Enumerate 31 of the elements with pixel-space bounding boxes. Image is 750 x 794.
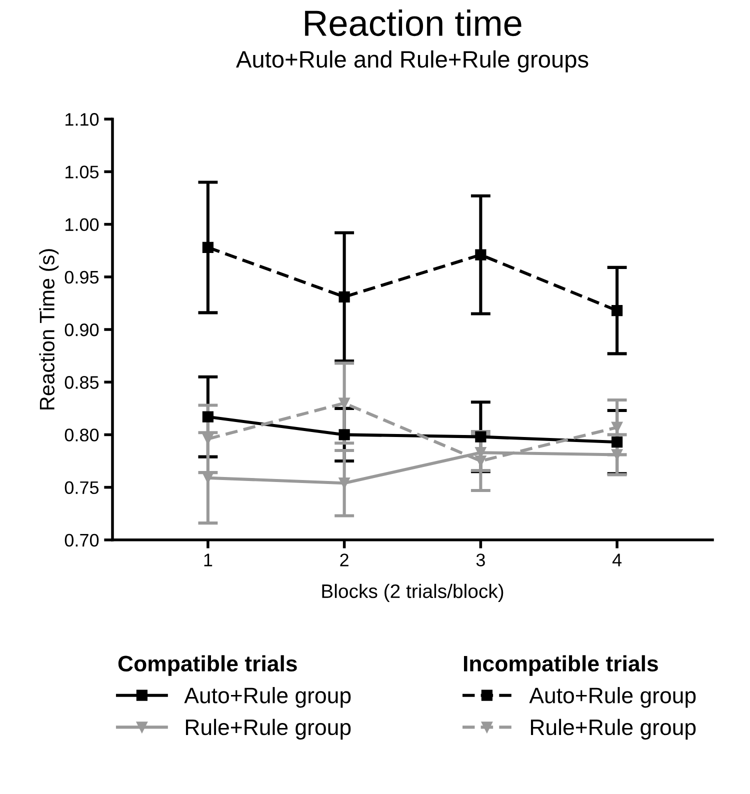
y-tick-label: 0.85 bbox=[64, 376, 99, 389]
chart-subtitle: Auto+Rule and Rule+Rule groups bbox=[236, 50, 588, 72]
legend-label: Rule+Rule group bbox=[186, 718, 351, 740]
y-tick-label: 0.70 bbox=[64, 534, 99, 547]
x-axis-title: Blocks (2 trials/block) bbox=[322, 584, 504, 602]
y-tick-label: 0.90 bbox=[64, 323, 99, 336]
point bbox=[475, 431, 486, 442]
y-tick-label: 1.05 bbox=[66, 166, 99, 178]
legend-label: Auto+Rule group bbox=[184, 687, 351, 708]
point bbox=[611, 305, 623, 316]
point bbox=[475, 249, 486, 260]
legend-label: Rule+Rule group bbox=[530, 718, 696, 740]
point bbox=[202, 411, 214, 422]
point bbox=[202, 242, 214, 254]
x-tick-label: 4 bbox=[612, 554, 622, 566]
y-tick-label: 1.00 bbox=[66, 218, 99, 232]
y-tick-label: 0.80 bbox=[64, 428, 99, 442]
chart-title: Reaction time bbox=[305, 10, 522, 36]
text: Compatible trials bbox=[118, 655, 297, 676]
x-tick-label: 3 bbox=[476, 554, 485, 566]
legend-label: Auto+Rule group bbox=[529, 687, 696, 708]
x-tick-label: 2 bbox=[340, 554, 348, 566]
point bbox=[338, 429, 350, 440]
y-axis-title: Reaction Time (s) bbox=[39, 249, 59, 410]
point bbox=[338, 291, 350, 302]
y-tick-label: 1.10 bbox=[66, 113, 99, 126]
y-tick-label: 0.95 bbox=[64, 270, 99, 284]
text: Incompatible trials bbox=[464, 655, 658, 676]
point bbox=[611, 436, 623, 448]
y-tick-label: 0.75 bbox=[64, 481, 99, 494]
x-tick-label: 1 bbox=[204, 554, 212, 566]
